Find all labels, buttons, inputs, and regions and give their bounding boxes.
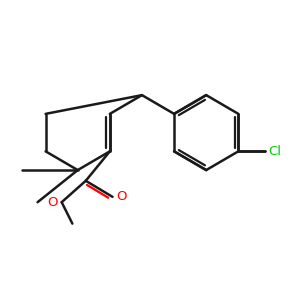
Text: Cl: Cl (268, 145, 281, 158)
Text: O: O (116, 190, 127, 203)
Text: O: O (47, 196, 58, 209)
